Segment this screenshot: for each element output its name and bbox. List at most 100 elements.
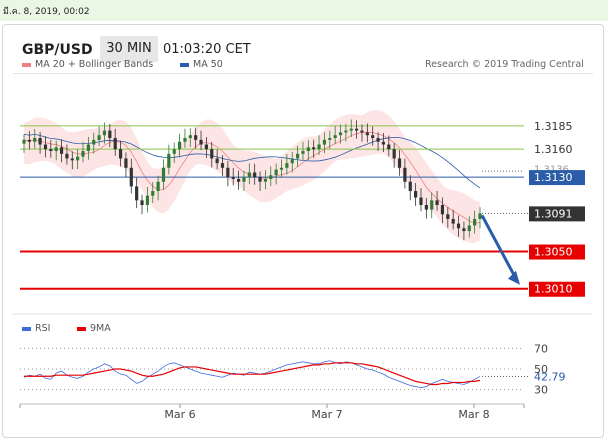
legend-9ma-label: 9MA [90,323,111,334]
level-box-1.3130 [529,170,585,186]
candle-body [113,138,117,150]
level-label-1.3050: 1.3050 [534,246,573,259]
candle-body [381,141,386,145]
candle-body [338,132,343,136]
level-box-1.3050 [529,244,585,260]
candle-body [269,175,273,179]
level-label-1.3010: 1.3010 [534,283,573,296]
timeframe-button[interactable]: 30 MIN [100,36,158,62]
candle-body [440,205,445,215]
legend-rsi: RSI [22,323,50,334]
candle-body [204,144,208,150]
candle-body [86,144,90,152]
legend-9ma: 9MA [77,323,111,334]
research-credit: Research © 2019 Trading Central [425,59,584,70]
candle-body [365,132,369,136]
level-box-1.3091 [529,206,585,222]
candle-body [360,130,364,133]
candle-body [392,149,396,159]
candle-body [108,130,112,139]
candle-body [151,191,155,196]
legend-ma50: MA 50 [180,59,223,70]
candle-body [172,149,176,154]
candle-body [210,149,214,159]
candle-body [140,200,144,205]
candle-body [333,135,337,139]
candle-body [296,153,300,159]
forecast-arrow-shaft [480,214,518,280]
pair-title: GBP/USD [22,42,93,58]
candle-body [456,223,461,229]
candle-body [129,167,133,187]
candle-body [177,141,182,150]
level-label-1.3130: 1.3130 [534,171,573,184]
candle-body [430,200,434,210]
rsi-tick-label: 70 [534,342,548,355]
candle-body [312,147,316,150]
candle-body [446,214,450,219]
candle-body [376,138,380,142]
candle-body [220,163,225,168]
candle-body [54,147,58,152]
candle-body [371,135,375,139]
candle-body [167,153,171,168]
x-tick-label: Mar 7 [311,408,342,421]
rsi-series-9MA [24,362,481,386]
candle-body [27,139,31,142]
candle-body [344,130,348,133]
candle-body [403,167,407,182]
candle-body [65,153,69,159]
candle-body [435,200,439,205]
bollinger-band-area [24,110,480,244]
candle-body [70,158,74,161]
candle-body [242,177,246,182]
candle-body [301,151,305,154]
level-label-1.3091: 1.3091 [534,207,573,220]
candle-body [92,139,96,145]
candle-body [145,195,149,205]
candle-body [349,128,353,131]
candle-body [76,156,80,161]
candle-body [478,213,482,219]
candle-body [279,167,284,170]
timestamp: มี.ค. 8, 2019, 00:02 [3,7,90,17]
rsi-tick-label: 50 [534,363,548,376]
candle-body [188,135,192,139]
x-tick-label: Mar 6 [164,408,195,421]
candle-body [33,138,37,142]
candle-body [59,147,64,154]
candle-body [226,167,230,178]
candle-body [414,191,418,198]
legend-rsi-label: RSI [35,323,51,334]
candle-body [473,218,477,226]
candle-body [156,181,160,192]
candle-body [43,144,48,150]
ma50-swatch-icon [180,62,189,67]
candle-body [397,158,402,168]
candle-body [38,138,42,145]
candle-body [322,139,327,145]
rsi-series-RSI [23,360,481,389]
chart-card: GBP/USD 30 MIN 01:03:20 CET [2,24,604,438]
level-label-1.3160: 1.3160 [534,143,573,156]
candle-body [328,138,332,140]
candle-body [387,144,391,150]
forecast-arrow-head-icon [508,270,520,285]
level-label-1.3136: 1.3136 [534,165,569,176]
candle-body [199,139,203,145]
candle-body [467,225,471,232]
timestamp-bar: มี.ค. 8, 2019, 00:02 [0,0,608,21]
candle-body [118,149,123,159]
level-box-1.3010 [529,281,585,297]
candle-body [161,167,166,182]
legend-ma50-label: MA 50 [193,59,223,70]
legend-bollinger: MA 20 + Bollinger Bands [22,59,153,70]
candle-body [274,169,278,176]
legend-bollinger-label: MA 20 + Bollinger Bands [35,59,154,70]
candle-body [49,149,53,152]
candle-body [424,205,428,210]
x-tick-label: Mar 8 [458,408,489,421]
rsi-tick-label: 30 [534,384,548,397]
candle-body [194,135,198,140]
